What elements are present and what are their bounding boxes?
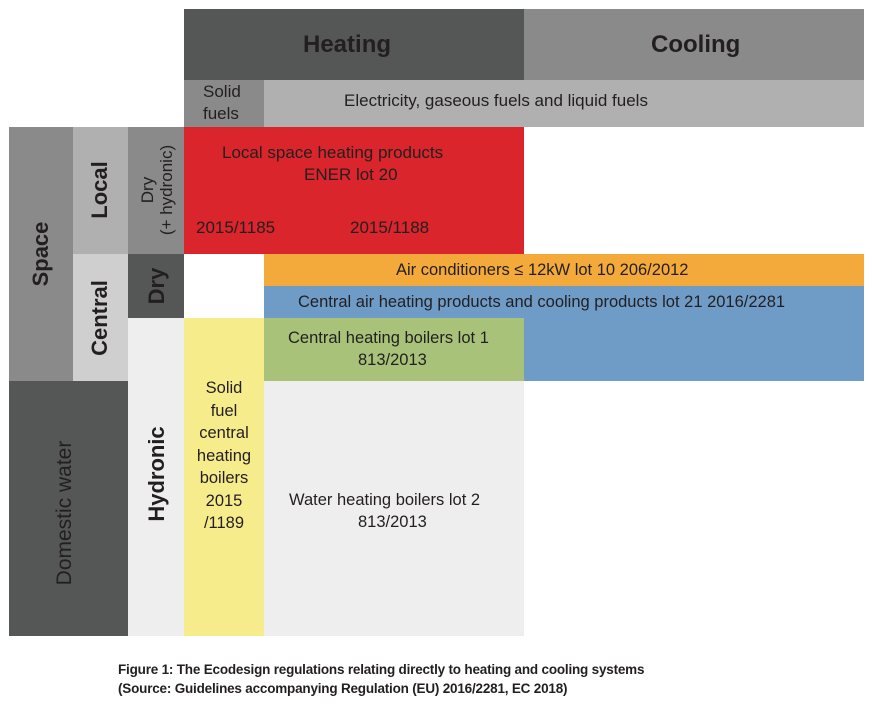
dry-hydronic-label: Dry (+ hydronic): [138, 145, 176, 235]
solid-fuels-label-2: fuels: [203, 104, 239, 123]
central-label: Central: [87, 280, 112, 356]
water-heating-line-1: Water heating boilers lot 2: [289, 491, 481, 509]
water-heating-line-2: 813/2013: [358, 513, 427, 531]
central-row: [73, 254, 128, 381]
solid-fuel-line-7: /1189: [203, 514, 245, 532]
local-space-heating-line-2: ENER lot 20: [304, 165, 398, 184]
local-space-heating-line-1: Local space heating products: [222, 143, 444, 162]
dry-row: [128, 254, 184, 318]
electricity-header: [264, 80, 864, 127]
hydronic-label: Hydronic: [144, 426, 169, 522]
solid-fuel-line-4: heating: [196, 446, 252, 465]
solid-fuel-line-1: Solid: [205, 379, 243, 397]
solid-fuel-boilers-text: Solid fuel central heating boilers 2015 …: [184, 377, 264, 535]
air-conditioners-cell: [264, 254, 864, 286]
heating-header-label: Heating: [303, 31, 392, 58]
cooling-header: [524, 9, 864, 80]
solid-fuel-line-2: fuel: [210, 401, 238, 420]
cooling-header-label: Cooling: [651, 31, 741, 58]
reg-2015-1185: 2015/1185: [196, 218, 276, 237]
hydronic-row: [128, 318, 184, 636]
water-heating-cell: [264, 381, 524, 636]
solid-fuel-line-5: boilers: [199, 469, 249, 487]
cooling-local-blank: [524, 127, 864, 254]
dry-hydronic-line-1: Dry: [138, 176, 157, 204]
air-conditioners-label: Air conditioners ≤ 12kW lot 10 206/2012: [396, 261, 689, 279]
dry-heating-blank: [184, 254, 264, 318]
central-boilers-cell: [264, 318, 524, 381]
central-air-cooling-extension: [524, 318, 864, 381]
dry-hydronic-row: [128, 127, 184, 254]
local-label: Local: [87, 161, 112, 219]
domestic-water-label: Domestic water: [53, 440, 76, 586]
solid-fuel-line-3: central: [199, 424, 249, 442]
local-space-heating-cell: [184, 127, 524, 254]
electricity-header-label: Electricity, gaseous fuels and liquid fu…: [344, 91, 648, 110]
figure-caption-line-2: (Source: Guidelines accompanying Regulat…: [118, 681, 568, 696]
solid-fuels-label-1: Solid: [203, 82, 241, 101]
dry-label: Dry: [144, 267, 169, 305]
space-label: Space: [28, 221, 53, 287]
central-air-label: Central air heating products and cooling…: [298, 293, 786, 311]
solid-fuel-line-6: 2015: [205, 491, 243, 510]
solid-fuels-header: [184, 80, 264, 127]
local-row: [73, 127, 128, 254]
figure-caption-line-1: Figure 1: The Ecodesign regulations rela…: [118, 662, 645, 677]
dry-hydronic-line-2: (+ hydronic): [157, 144, 176, 236]
space-row: [9, 127, 73, 381]
solid-fuel-boilers-cell: [184, 318, 264, 636]
central-boilers-line-1: Central heating boilers lot 1: [288, 329, 489, 347]
header-blank: [9, 9, 184, 127]
central-air-cell: [264, 286, 864, 318]
cooling-water-blank: [524, 381, 864, 636]
reg-2015-1188: 2015/1188: [350, 218, 430, 237]
domestic-water-row: [9, 381, 128, 636]
heating-header: [184, 9, 524, 80]
central-boilers-line-2: 813/2013: [358, 351, 427, 369]
